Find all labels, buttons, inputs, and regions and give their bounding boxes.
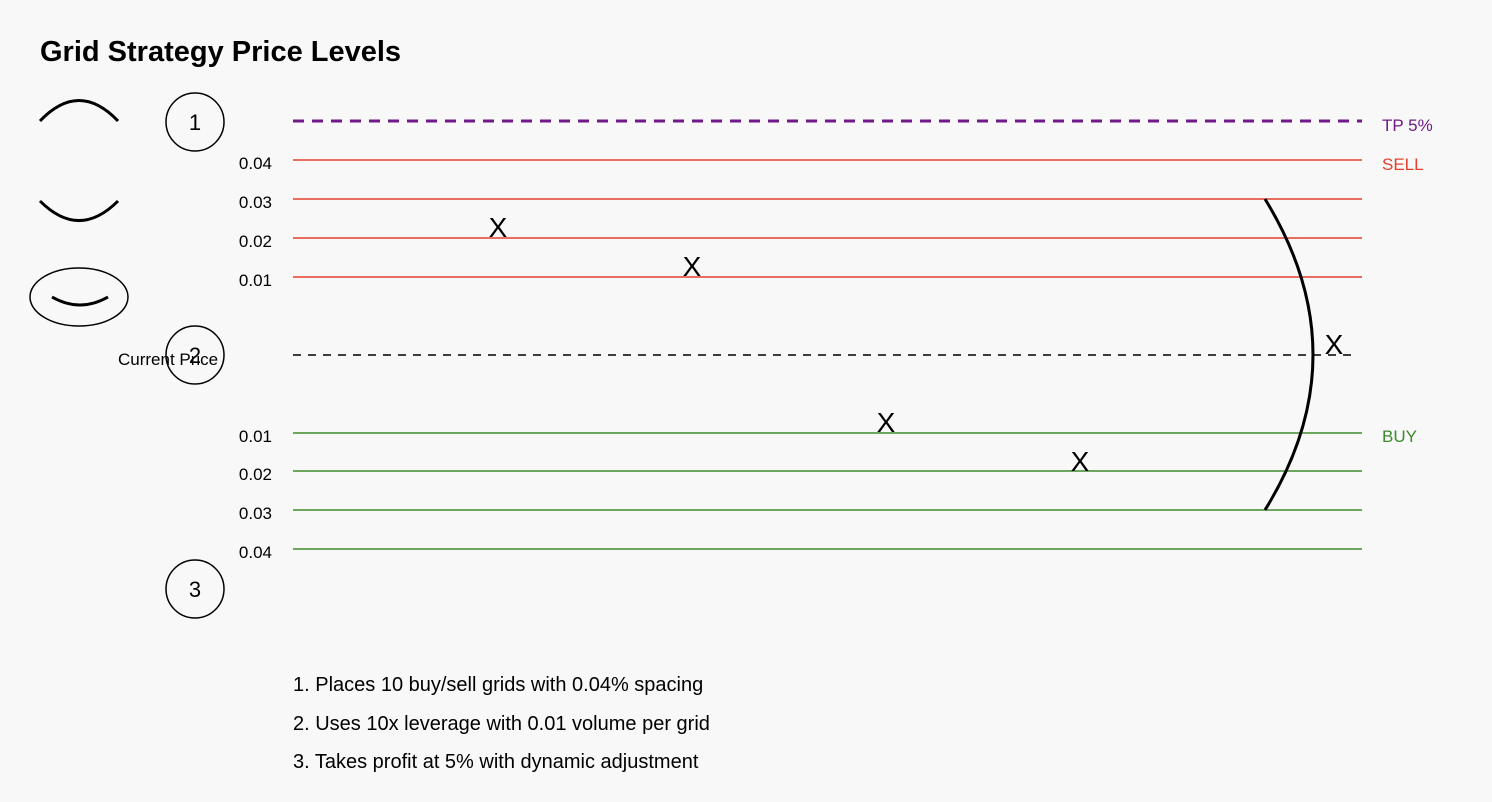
step-circle-3: 3 xyxy=(165,559,225,619)
smiley-face-icon xyxy=(29,267,129,327)
buy-tick-label: 0.03 xyxy=(239,504,272,523)
smile-mouth-icon xyxy=(38,199,120,222)
frown-mouth-icon xyxy=(38,99,120,123)
buy-tick-label: 0.04 xyxy=(239,543,272,562)
note-item: 1. Places 10 buy/sell grids with 0.04% s… xyxy=(293,674,704,696)
buy-label: BUY xyxy=(1382,427,1417,446)
sell-tick-label: 0.01 xyxy=(239,271,272,290)
page-title: Grid Strategy Price Levels xyxy=(40,36,402,68)
step-circle-1: 1 xyxy=(165,92,225,152)
strategy-notes: 1. Places 10 buy/sell grids with 0.04% s… xyxy=(293,666,710,782)
price-swing-arc xyxy=(1263,198,1315,511)
sell-tick-label: 0.02 xyxy=(239,232,272,251)
current-price-label: Current Price xyxy=(118,350,218,369)
order-marker: X xyxy=(877,407,896,438)
note-item: 2. Uses 10x leverage with 0.01 volume pe… xyxy=(293,712,710,735)
step-circle-2: 2 xyxy=(165,325,225,385)
sell-label: SELL xyxy=(1382,155,1424,174)
sell-tick-label: 0.03 xyxy=(239,193,272,212)
order-marker: X xyxy=(1325,329,1344,360)
take-profit-label: TP 5% xyxy=(1382,116,1433,135)
svg-text:2: 2 xyxy=(189,343,201,368)
order-marker: X xyxy=(489,212,508,243)
buy-tick-label: 0.02 xyxy=(239,465,272,484)
order-marker: X xyxy=(683,251,702,282)
order-marker: X xyxy=(1071,446,1090,477)
sell-tick-label: 0.04 xyxy=(239,154,272,173)
note-item: 3. Takes profit at 5% with dynamic adjus… xyxy=(293,751,699,773)
svg-text:3: 3 xyxy=(189,577,201,602)
svg-text:1: 1 xyxy=(189,110,201,135)
buy-tick-label: 0.01 xyxy=(239,427,272,446)
